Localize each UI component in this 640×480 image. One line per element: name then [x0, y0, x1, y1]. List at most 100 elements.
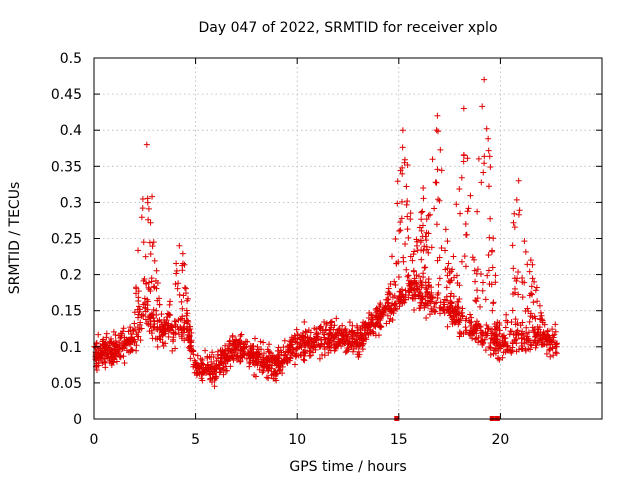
- data-point: [528, 283, 535, 290]
- data-point: [508, 349, 515, 356]
- data-point: [103, 334, 110, 341]
- data-point: [174, 285, 181, 292]
- data-point: [391, 278, 398, 285]
- data-point: [403, 201, 410, 208]
- y-tick-labels: 0 0.05 0.1 0.15 0.2 0.25 0.3 0.35 0.4 0.45 0.5: [51, 51, 82, 428]
- data-point: [513, 348, 520, 355]
- data-point: [139, 196, 146, 203]
- data-point: [415, 273, 422, 280]
- data-point: [244, 338, 251, 345]
- data-point: [444, 238, 451, 245]
- data-point: [447, 293, 454, 300]
- data-point: [132, 284, 139, 291]
- data-point: [229, 333, 236, 340]
- data-point: [481, 153, 488, 160]
- data-point: [383, 320, 390, 327]
- data-point: [159, 339, 166, 346]
- data-point: [183, 312, 190, 319]
- data-point: [544, 327, 551, 334]
- data-point: [234, 349, 241, 356]
- data-point: [418, 216, 425, 223]
- data-point: [165, 333, 172, 340]
- peak-point: [420, 184, 427, 191]
- data-point: [506, 331, 513, 338]
- data-point: [493, 340, 500, 347]
- data-point: [396, 294, 403, 301]
- data-point: [240, 343, 247, 350]
- data-point: [405, 272, 412, 279]
- plot-frame: [93, 57, 603, 420]
- data-point: [546, 347, 553, 354]
- data-point: [293, 345, 300, 352]
- data-point: [93, 349, 100, 356]
- data-point: [487, 330, 494, 337]
- data-point: [469, 335, 476, 342]
- data-point: [479, 341, 486, 348]
- data-point: [167, 298, 174, 305]
- data-point: [160, 327, 167, 334]
- data-point: [527, 313, 534, 320]
- data-point: [202, 347, 209, 354]
- data-point: [266, 341, 273, 348]
- data-point: [418, 281, 425, 288]
- data-point: [138, 214, 145, 221]
- data-point: [147, 250, 154, 257]
- data-point: [342, 332, 349, 339]
- x-tick-labels: 0 5 10 15 20: [90, 432, 510, 448]
- data-point: [213, 362, 220, 369]
- data-point: [216, 365, 223, 372]
- data-point: [519, 294, 526, 301]
- y-tick-label: 0.05: [51, 376, 82, 392]
- data-point: [135, 247, 142, 254]
- data-point: [170, 329, 177, 336]
- data-point: [145, 205, 152, 212]
- data-point: [481, 160, 488, 167]
- data-point: [179, 250, 186, 257]
- data-point: [529, 261, 536, 268]
- data-point: [549, 339, 556, 346]
- data-point: [442, 226, 449, 233]
- data-point: [233, 356, 240, 363]
- data-point: [323, 321, 330, 328]
- data-point: [419, 296, 426, 303]
- data-point: [453, 201, 460, 208]
- data-point: [125, 337, 132, 344]
- data-point: [93, 339, 100, 346]
- data-point: [337, 338, 344, 345]
- data-point: [423, 314, 430, 321]
- data-point: [436, 275, 443, 282]
- data-point: [268, 350, 275, 357]
- data-point: [409, 257, 416, 264]
- data-point: [423, 216, 430, 223]
- data-point: [149, 193, 156, 200]
- y-tick-label: 0.15: [51, 304, 82, 320]
- data-point: [187, 342, 194, 349]
- data-point: [433, 221, 440, 228]
- data-point: [427, 294, 434, 301]
- data-point: [325, 343, 332, 350]
- data-point: [326, 340, 333, 347]
- data-point: [275, 358, 282, 365]
- data-point: [220, 371, 227, 378]
- data-point: [419, 233, 426, 240]
- data-point: [317, 343, 324, 350]
- data-point: [172, 280, 179, 287]
- data-point: [135, 311, 142, 318]
- data-point: [400, 254, 407, 261]
- data-point: [256, 366, 263, 373]
- data-point: [425, 276, 432, 283]
- y-tick-label: 0.35: [51, 159, 82, 175]
- data-point: [459, 313, 466, 320]
- data-point: [395, 274, 402, 281]
- data-point: [523, 336, 530, 343]
- data-point: [243, 355, 250, 362]
- data-point: [218, 351, 225, 358]
- data-point: [147, 288, 154, 295]
- data-point: [503, 311, 510, 318]
- data-point: [320, 334, 327, 341]
- data-point: [434, 166, 441, 173]
- data-point: [229, 353, 236, 360]
- data-point: [495, 354, 502, 361]
- data-point: [420, 247, 427, 254]
- data-point: [252, 373, 259, 380]
